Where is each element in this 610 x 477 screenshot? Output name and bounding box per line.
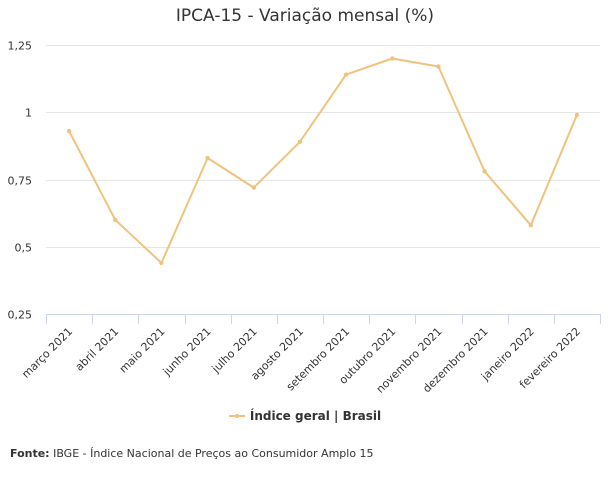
legend-label: Índice geral | Brasil bbox=[249, 409, 382, 423]
y-tick-label: 1,25 bbox=[8, 40, 33, 53]
data-point[interactable] bbox=[251, 185, 256, 190]
data-point[interactable] bbox=[343, 72, 349, 77]
data-point[interactable] bbox=[436, 64, 441, 69]
data-point[interactable] bbox=[390, 56, 395, 61]
x-tick-label: junho 2021 bbox=[160, 325, 214, 379]
y-tick-label: 0,75 bbox=[8, 175, 33, 188]
chart-title: IPCA-15 - Variação mensal (%) bbox=[175, 6, 435, 26]
x-tick-label: maio 2021 bbox=[117, 325, 168, 376]
series-layer bbox=[66, 56, 580, 266]
data-point[interactable] bbox=[205, 155, 210, 161]
source-text: IBGE - Índice Nacional de Preços ao Cons… bbox=[53, 447, 374, 460]
x-tick-label: abril 2021 bbox=[73, 325, 122, 374]
data-point[interactable] bbox=[159, 260, 164, 266]
y-tick-label: 1 bbox=[25, 107, 32, 120]
source-note: Fonte: IBGE - Índice Nacional de Preços … bbox=[10, 447, 374, 460]
x-tick-label: março 2021 bbox=[19, 325, 75, 381]
series-line bbox=[68, 57, 578, 264]
data-point[interactable] bbox=[297, 139, 303, 144]
y-tick-label: 0,25 bbox=[8, 309, 33, 322]
y-tick-label: 0,5 bbox=[15, 242, 33, 255]
legend[interactable]: Índice geral | Brasil bbox=[0, 409, 610, 423]
data-point[interactable] bbox=[66, 128, 72, 134]
data-point[interactable] bbox=[574, 112, 580, 118]
legend-line-icon bbox=[228, 411, 245, 421]
x-axis bbox=[46, 314, 601, 324]
data-point[interactable] bbox=[528, 223, 533, 228]
data-point[interactable] bbox=[482, 169, 487, 174]
grid-lines bbox=[46, 45, 600, 315]
source-label: Fonte: bbox=[10, 447, 50, 460]
y-axis-labels: 0,25 0,5 0,75 1 1,25 bbox=[8, 40, 33, 322]
data-point[interactable] bbox=[113, 217, 118, 223]
